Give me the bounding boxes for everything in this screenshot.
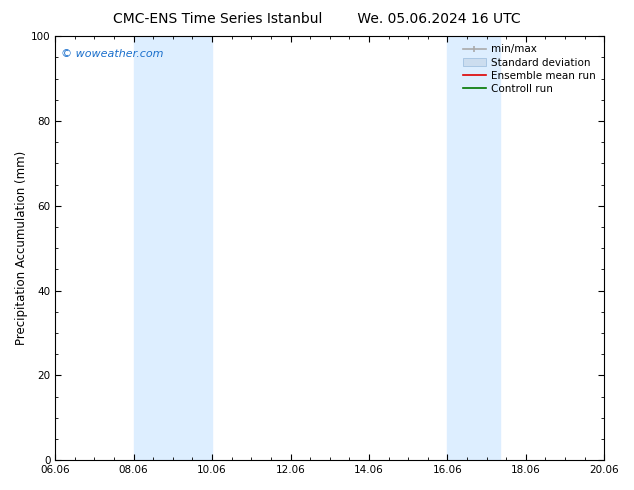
Text: © woweather.com: © woweather.com — [61, 49, 163, 59]
Y-axis label: Precipitation Accumulation (mm): Precipitation Accumulation (mm) — [15, 151, 28, 345]
Legend: min/max, Standard deviation, Ensemble mean run, Controll run: min/max, Standard deviation, Ensemble me… — [460, 41, 599, 97]
Bar — [134, 36, 212, 460]
Bar — [448, 36, 500, 460]
Text: CMC-ENS Time Series Istanbul        We. 05.06.2024 16 UTC: CMC-ENS Time Series Istanbul We. 05.06.2… — [113, 12, 521, 26]
